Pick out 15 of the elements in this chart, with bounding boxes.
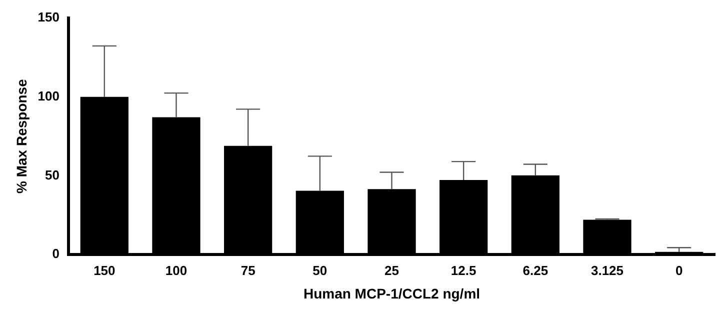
x-tick-label: 150	[94, 262, 116, 278]
x-tick-label: 25	[384, 262, 399, 278]
x-axis-title: Human MCP-1/CCL2 ng/ml	[303, 285, 480, 302]
x-tick-label: 12.5	[450, 262, 476, 278]
y-tick-label: 100	[38, 88, 60, 104]
y-tick-label: 0	[52, 246, 60, 262]
x-tick-label: 0	[675, 262, 683, 278]
y-tick-label: 150	[38, 10, 60, 25]
y-tick-label: 50	[45, 167, 60, 182]
x-tick-label: 6.25	[522, 262, 548, 278]
x-tick-label: 100	[165, 262, 188, 278]
x-tick-label: 3.125	[590, 262, 624, 278]
x-tick-label: 75	[240, 262, 256, 278]
x-tick-label: 50	[312, 262, 328, 278]
y-axis-title: % Max Response	[13, 78, 30, 194]
